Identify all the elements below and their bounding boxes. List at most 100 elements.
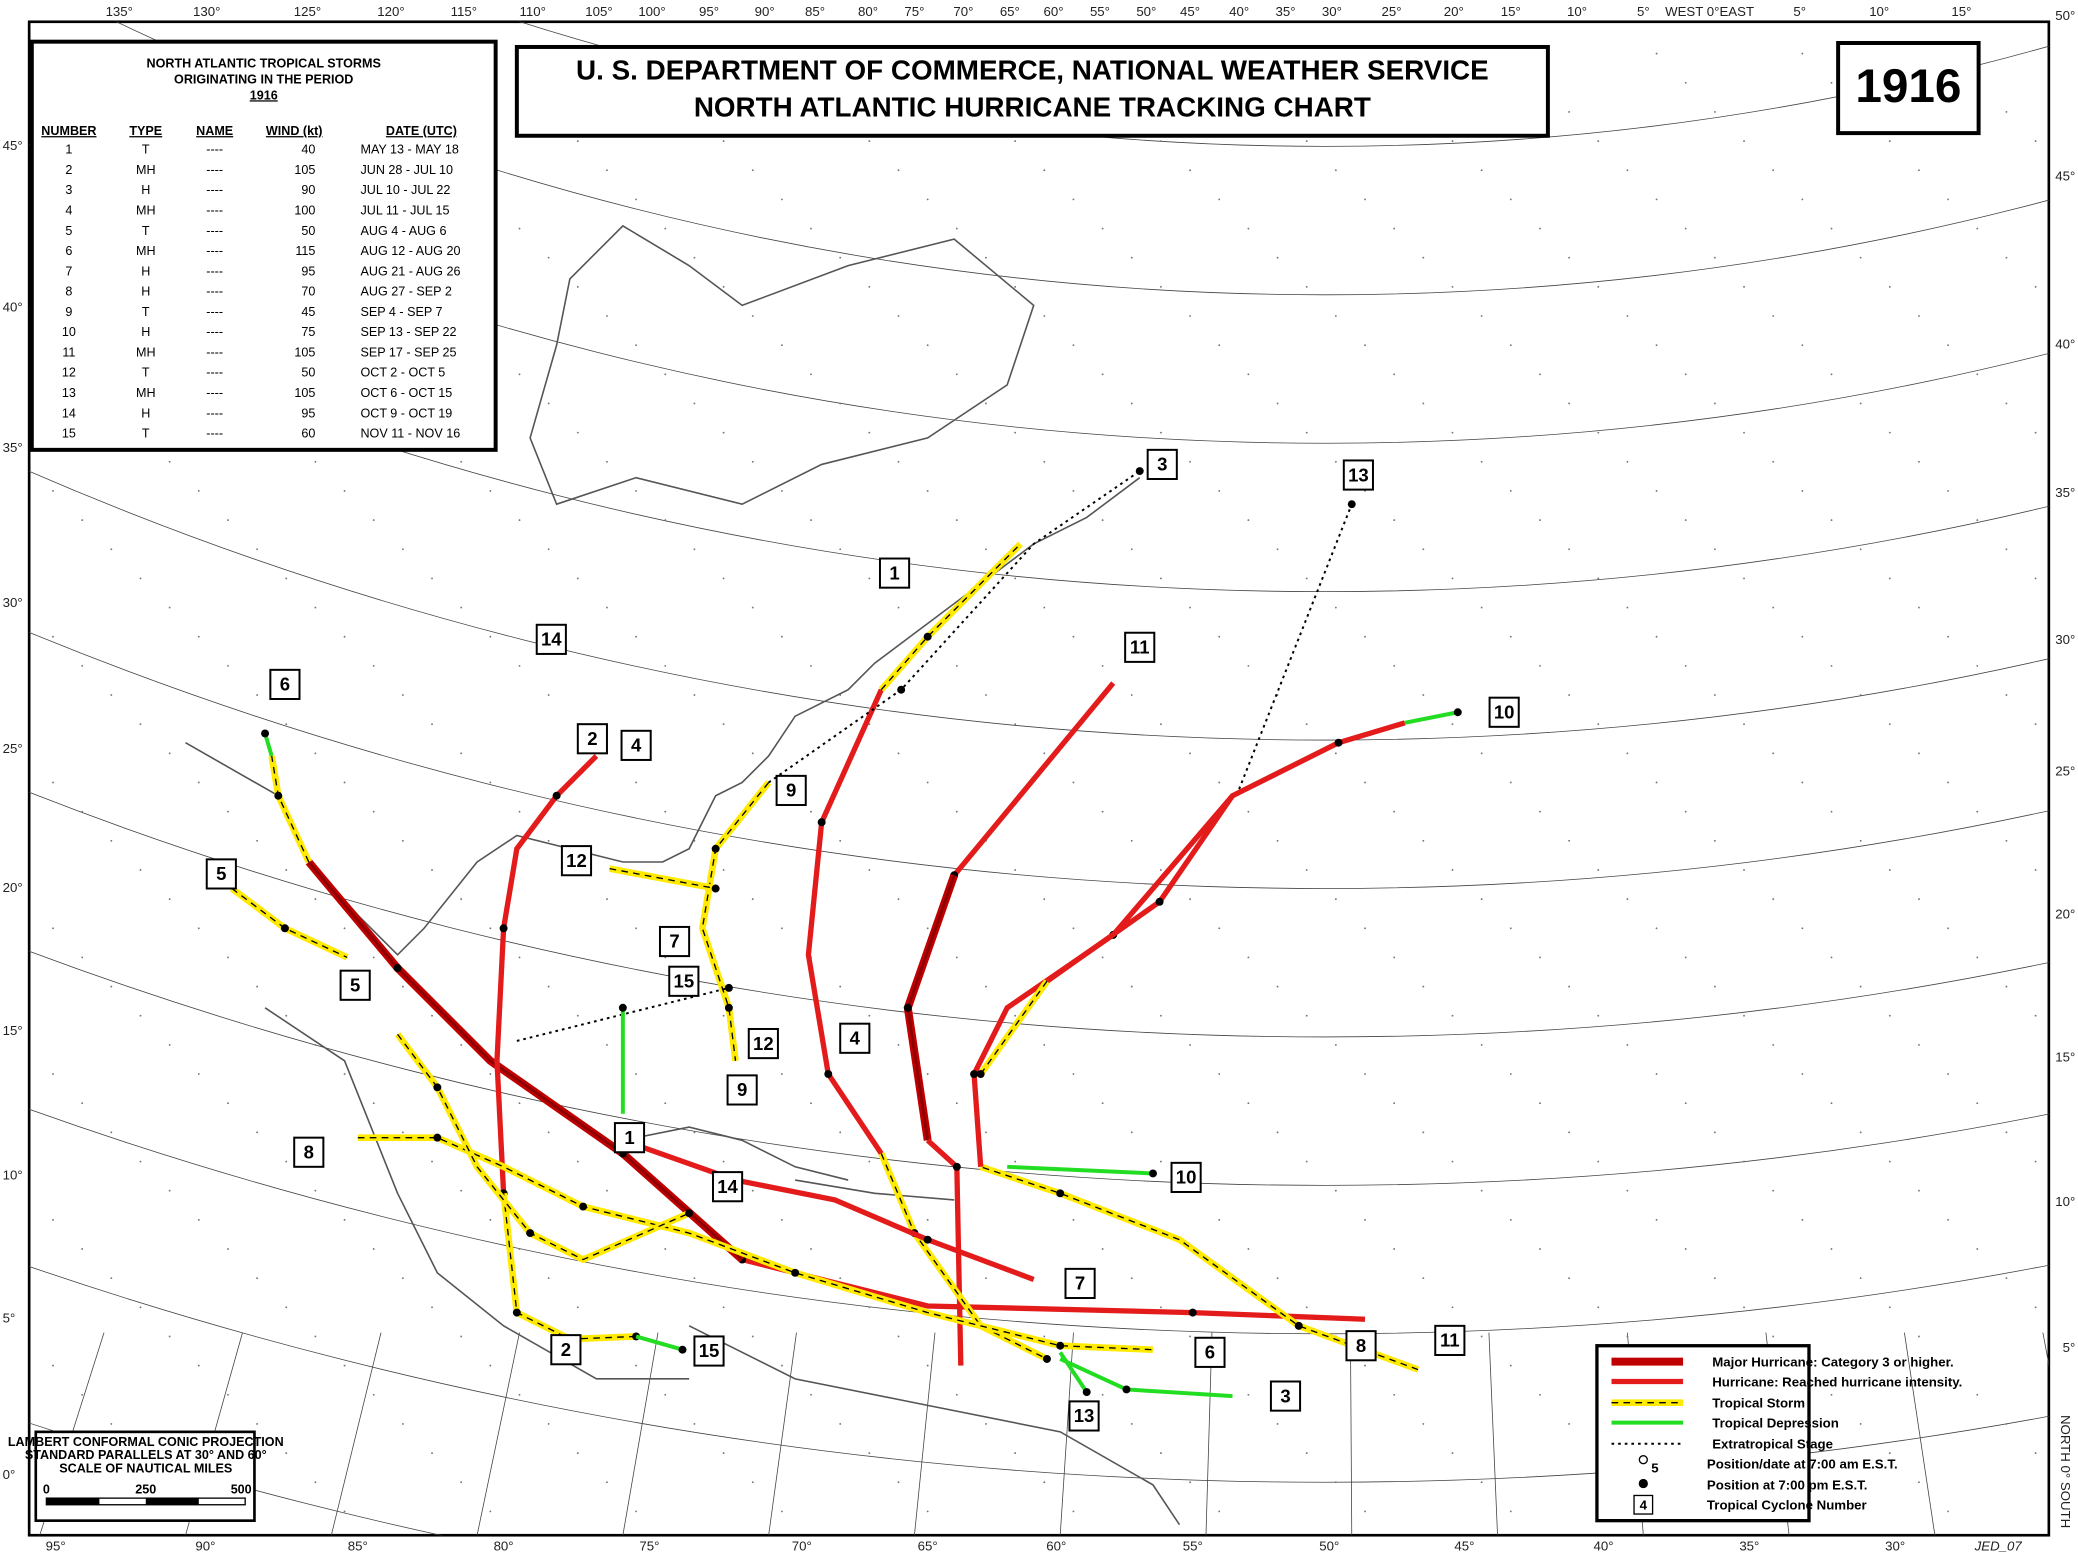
grid-dot [547, 694, 550, 696]
grid-dot [693, 256, 696, 259]
grid-dot [868, 1452, 871, 1454]
grid-dot [518, 1248, 521, 1250]
grid-dot [1189, 752, 1192, 755]
grid-dot [1189, 1043, 1192, 1046]
table-cell: AUG 27 - SEP 2 [360, 285, 451, 299]
grid-dot [1451, 1014, 1454, 1017]
grid-dot [547, 839, 550, 842]
meridian [1350, 1332, 1353, 1536]
grid-dot [1334, 752, 1337, 755]
table-cell: 50 [301, 366, 315, 380]
grid-dot [1393, 956, 1396, 959]
track-depression [1404, 710, 1459, 725]
grid-dot [1772, 1189, 1775, 1192]
grid-dot [1159, 1452, 1162, 1454]
storm-number: 3 [1157, 454, 1167, 475]
top-degree-label: 110° [520, 4, 546, 19]
storm-number-box [550, 1334, 582, 1366]
grid-dot [1218, 635, 1221, 638]
storm-number-box [576, 723, 608, 755]
storm-number-box [1345, 1330, 1377, 1362]
table-cell: OCT 9 - OCT 19 [360, 406, 452, 420]
grid-dot [1655, 52, 1658, 55]
grid-dot [168, 460, 171, 463]
table-cell: ---- [206, 163, 223, 177]
table-cell: T [142, 224, 150, 238]
position-dot [903, 1003, 912, 1012]
grid-dot [1043, 315, 1046, 317]
top-degree-label: 85° [805, 4, 825, 19]
grid-dot [1334, 1481, 1337, 1484]
grid-dot [780, 1364, 783, 1367]
right-degree-label: 35° [2055, 485, 2075, 500]
grid-dot [1772, 752, 1775, 755]
grid-dot [839, 1277, 842, 1280]
grid-dot [985, 985, 987, 988]
storm-number: 6 [1205, 1342, 1215, 1363]
side-label: NORTH 0° SOUTH [2058, 1415, 2073, 1528]
grid-dot [926, 490, 929, 492]
storm-number-box [711, 1171, 744, 1203]
parallel [29, 308, 2049, 592]
grid-dot [431, 1160, 433, 1163]
grid-dot [1480, 752, 1483, 755]
storm-number: 5 [350, 974, 360, 995]
grid-dot [635, 490, 638, 492]
grid-dot [576, 1306, 579, 1309]
grid-dot [168, 1189, 171, 1192]
storm-number-box [1146, 448, 1178, 480]
grid-dot [1218, 344, 1221, 347]
grid-dot [1568, 985, 1571, 988]
grid-dot [722, 1452, 725, 1454]
grid-dot [897, 1481, 900, 1484]
grid-dot [751, 460, 754, 463]
storm-number-box [1488, 696, 1520, 728]
storm-number-box [658, 925, 691, 958]
grid-dot [1101, 1393, 1104, 1396]
table-cell: H [141, 406, 150, 420]
grid-dot [372, 1393, 375, 1396]
grid-dot [372, 1102, 375, 1105]
bottom-degree-label: 75° [639, 1539, 659, 1554]
grid-dot [1014, 1452, 1017, 1454]
grid-dot [1859, 256, 1862, 259]
table-cell: ---- [206, 386, 223, 400]
bottom-degree-label: 55° [1183, 1539, 1203, 1554]
track-storm-dash [880, 1153, 1048, 1360]
grid-dot [1305, 723, 1308, 726]
grid-dot [1276, 1277, 1279, 1280]
grid-dot [518, 664, 521, 667]
position-dot [1347, 500, 1356, 509]
grid-dot [1713, 1277, 1716, 1280]
left-degree-label: 15° [3, 1023, 23, 1038]
grid-dot [1334, 315, 1337, 317]
parallel [519, 21, 2049, 147]
grid-dot [314, 1335, 317, 1338]
grid-dot [343, 927, 346, 930]
grid-dot [1713, 402, 1716, 405]
track-storm-dash [609, 867, 716, 890]
storm-number-box [1269, 1380, 1302, 1412]
grid-dot [1247, 1393, 1250, 1396]
position-dot [552, 791, 561, 800]
top-degree-label: 40° [1229, 4, 1249, 19]
grid-dot [547, 402, 550, 405]
grid-dot [780, 490, 783, 492]
table-cell: SEP 13 - SEP 22 [360, 325, 456, 339]
storm-number-box [1434, 1324, 1466, 1356]
grid-dot [2005, 256, 2008, 259]
grid-dot [1772, 169, 1775, 172]
grid-dot [1043, 606, 1046, 609]
grid-dot [868, 1014, 871, 1017]
grid-dot [81, 519, 84, 522]
grid-dot [1305, 1014, 1308, 1017]
grid-dot [1509, 927, 1512, 930]
position-dot [970, 1070, 979, 1079]
grid-dot [1918, 1189, 1920, 1192]
grid-dot [460, 1335, 463, 1338]
grid-dot [1888, 140, 1891, 142]
table-cell: 6 [65, 244, 72, 258]
grid-dot [576, 140, 579, 142]
legend-pm-dot [1638, 1478, 1648, 1489]
grid-dot [664, 1102, 667, 1105]
